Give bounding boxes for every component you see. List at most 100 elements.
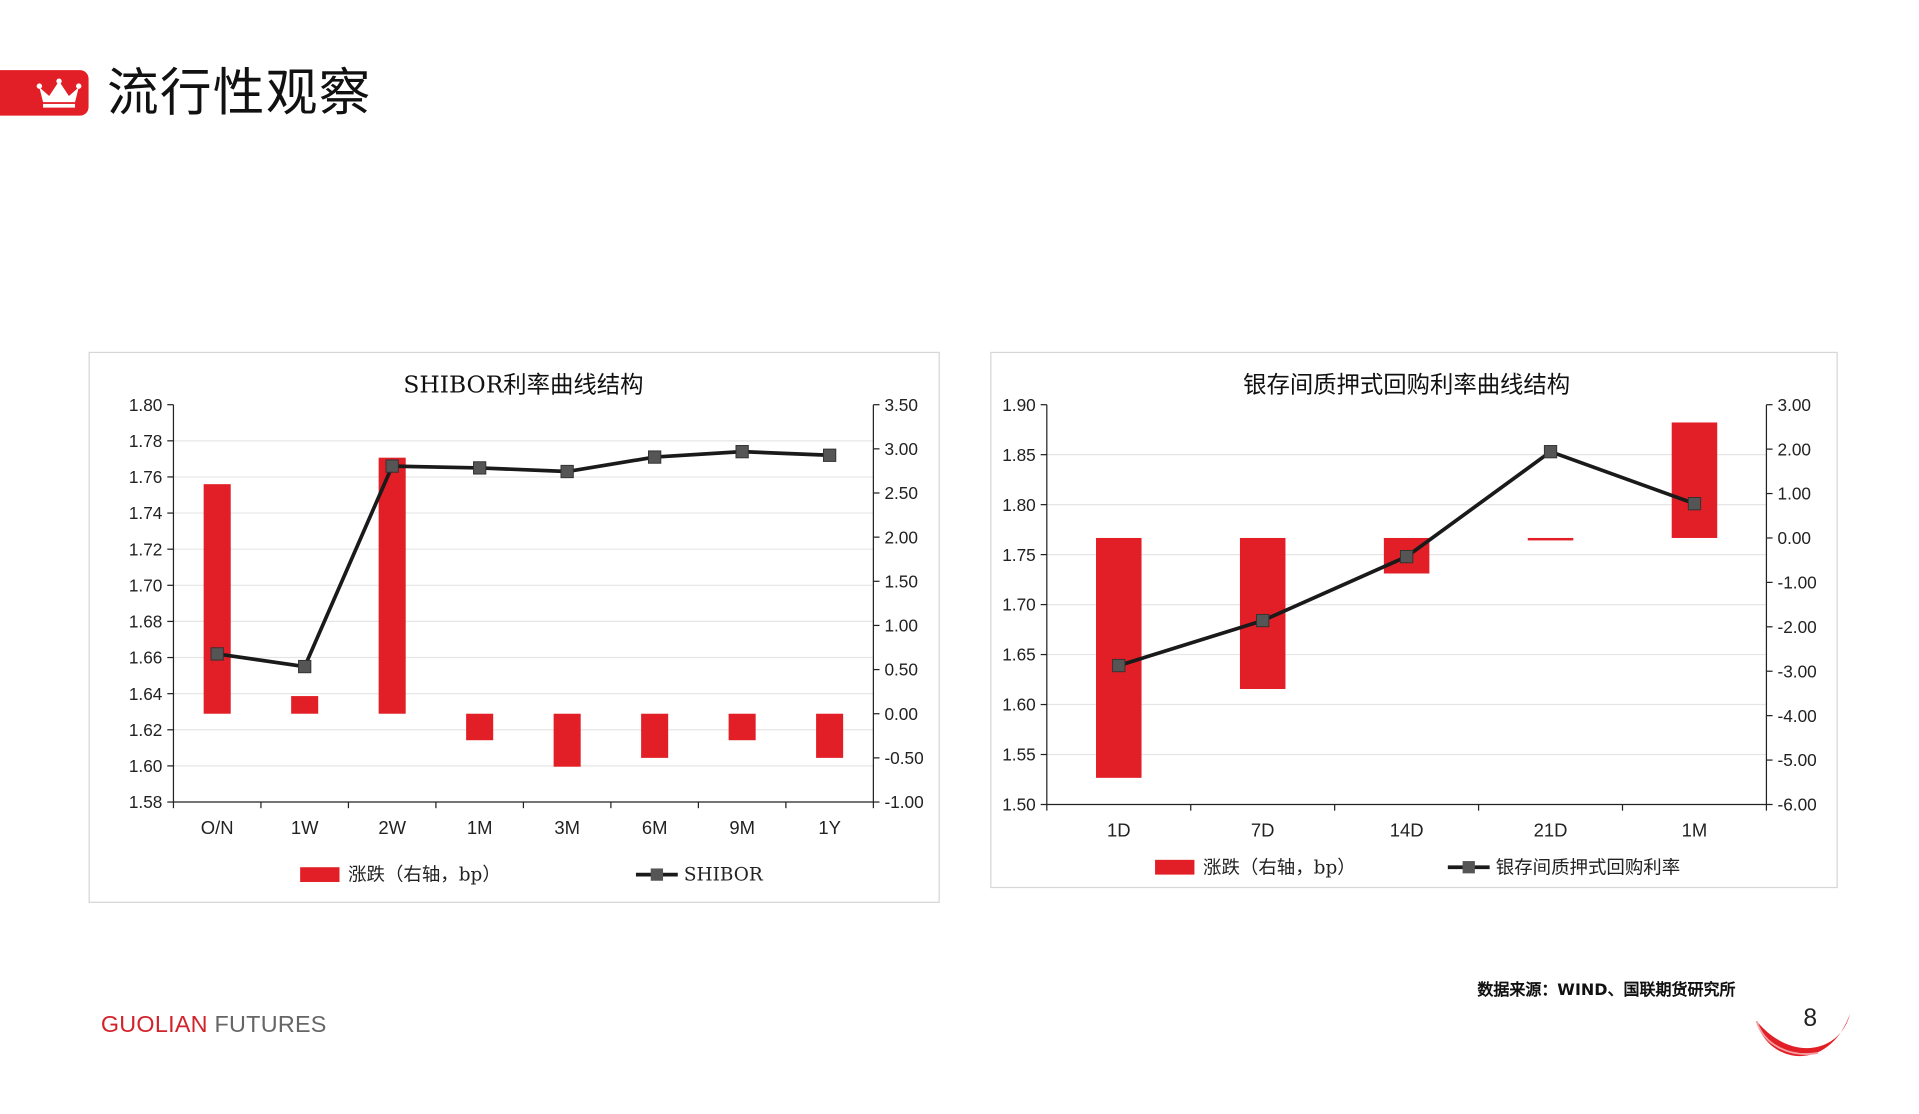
chart-title: SHIBOR利率曲线结构	[403, 370, 643, 398]
legend-bar-swatch	[300, 867, 340, 882]
point-1D	[1112, 658, 1126, 673]
point-6M	[648, 450, 662, 464]
chart-title: 银存间质押式回购利率曲线结构	[1243, 370, 1570, 398]
brand-name-part1: GUOLIAN	[100, 1012, 208, 1039]
point-2W	[385, 459, 399, 473]
point-1M	[473, 461, 487, 475]
right-tick-label: 0.50	[884, 660, 918, 680]
repo-chart-panel: 银存间质押式回购利率曲线结构 1.90 1.85 1.80 1.75 1.70 1.65 1.…	[990, 351, 1838, 889]
repo-chart: 银存间质押式回购利率曲线结构 1.90 1.85 1.80 1.75 1.70 1.65 1.…	[1002, 370, 1817, 878]
bar-3M	[553, 713, 581, 767]
category-label: 3M	[554, 817, 580, 838]
category-label: 14D	[1390, 819, 1424, 840]
category-label: O/N	[201, 817, 234, 838]
bar-1M	[466, 713, 494, 741]
bar-1M	[1671, 422, 1718, 538]
left-tick-label: 1.66	[129, 648, 163, 668]
left-tick-label: 1.72	[129, 539, 163, 559]
shibor-chart: SHIBOR利率曲线结构 1.80 1.78 1.76 1.74 1.72 1.70 1.68…	[129, 370, 924, 886]
bar-21D	[1527, 537, 1574, 541]
left-tick-label: 1.80	[1002, 495, 1036, 515]
left-tick-label: 1.62	[129, 720, 163, 740]
page-number: 8	[1803, 1004, 1818, 1033]
page-title: 流行性观察	[107, 62, 372, 124]
category-label: 1D	[1107, 819, 1131, 840]
legend-bar-label: 涨跌（右轴，bp）	[1203, 857, 1356, 878]
bar-1D	[1096, 537, 1142, 778]
point-1Y	[822, 448, 837, 462]
legend-line-marker	[650, 868, 664, 881]
point-7D	[1256, 613, 1270, 628]
right-tick-label: 0.00	[884, 704, 918, 724]
right-tick-label: -2.00	[1777, 617, 1816, 637]
left-tick-label: 1.78	[129, 431, 163, 451]
bar-O/N	[203, 484, 231, 714]
series-line	[216, 449, 830, 669]
right-tick-label: 1.50	[884, 571, 918, 591]
right-tick-label: 2.00	[1777, 439, 1811, 459]
category-label: 6M	[642, 817, 668, 838]
left-tick-label: 1.74	[129, 503, 163, 523]
left-tick-label: 1.65	[1002, 645, 1036, 665]
right-tick-label: 0.00	[1777, 528, 1811, 548]
left-tick-label: 1.60	[129, 756, 163, 776]
left-tick-label: 1.68	[129, 612, 163, 632]
shibor-chart-panel: SHIBOR利率曲线结构 1.80 1.78 1.76 1.74 1.72 1.70 1.68…	[88, 351, 940, 903]
legend-bar-label: 涨跌（右轴，bp）	[348, 865, 501, 886]
crown-icon	[36, 78, 82, 108]
bar-2W	[378, 457, 406, 714]
left-tick-label: 1.55	[1002, 745, 1036, 765]
left-tick-label: 1.70	[1002, 595, 1036, 615]
category-label: 1M	[467, 817, 493, 838]
right-tick-label: -1.00	[1777, 573, 1816, 593]
right-tick-label: 3.00	[884, 439, 918, 459]
left-tick-label: 1.64	[129, 684, 163, 704]
data-source-note: 数据来源：WIND、国联期货研究所	[1477, 981, 1736, 1001]
left-tick-label: 1.70	[129, 575, 163, 595]
legend-line-label: 银存间质押式回购利率	[1496, 857, 1680, 878]
left-tick-label: 1.50	[1002, 795, 1036, 815]
brand-name-part2: FUTURES	[207, 1012, 327, 1039]
category-label: 2W	[378, 817, 406, 838]
point-21D	[1543, 445, 1558, 459]
right-tick-label: -1.00	[884, 792, 923, 812]
legend-bar-swatch	[1155, 859, 1195, 875]
category-label: 9M	[729, 817, 755, 838]
point-3M	[560, 464, 574, 479]
bar-1Y	[816, 713, 844, 758]
left-tick-label: 1.90	[1002, 395, 1036, 415]
left-tick-label: 1.75	[1002, 545, 1036, 565]
page-number-swoosh-icon	[1755, 1013, 1851, 1057]
right-tick-label: 3.00	[1777, 395, 1811, 415]
legend-line-label: SHIBOR	[684, 865, 764, 886]
point-1W	[298, 659, 312, 674]
right-tick-label: -5.00	[1777, 750, 1816, 770]
right-tick-label: 2.00	[884, 527, 918, 547]
left-tick-label: 1.80	[129, 395, 163, 415]
category-label: 1M	[1682, 819, 1708, 840]
point-1M	[1687, 497, 1702, 511]
left-tick-label: 1.85	[1002, 445, 1036, 465]
legend-line-marker	[1462, 861, 1475, 874]
right-tick-label: -4.00	[1777, 706, 1816, 726]
point-O/N	[210, 647, 224, 661]
brand-logo: GUOLIAN FUTURES	[101, 1012, 327, 1039]
right-tick-label: 1.00	[1777, 484, 1811, 504]
right-tick-label: 1.00	[884, 616, 918, 636]
right-tick-label: 2.50	[884, 483, 918, 503]
right-tick-label: -6.00	[1777, 795, 1816, 815]
left-tick-label: 1.76	[129, 467, 163, 487]
bar-1W	[291, 696, 319, 714]
category-label: 21D	[1534, 819, 1568, 840]
category-label: 7D	[1251, 819, 1275, 840]
category-label: 1Y	[818, 817, 841, 838]
right-tick-label: -3.00	[1777, 661, 1816, 681]
left-tick-label: 1.60	[1002, 695, 1036, 715]
bar-6M	[641, 713, 669, 758]
point-14D	[1399, 549, 1414, 564]
bar-9M	[728, 713, 756, 741]
right-tick-label: 3.50	[884, 395, 918, 415]
category-label: 1W	[291, 817, 319, 838]
right-tick-label: -0.50	[884, 748, 923, 768]
